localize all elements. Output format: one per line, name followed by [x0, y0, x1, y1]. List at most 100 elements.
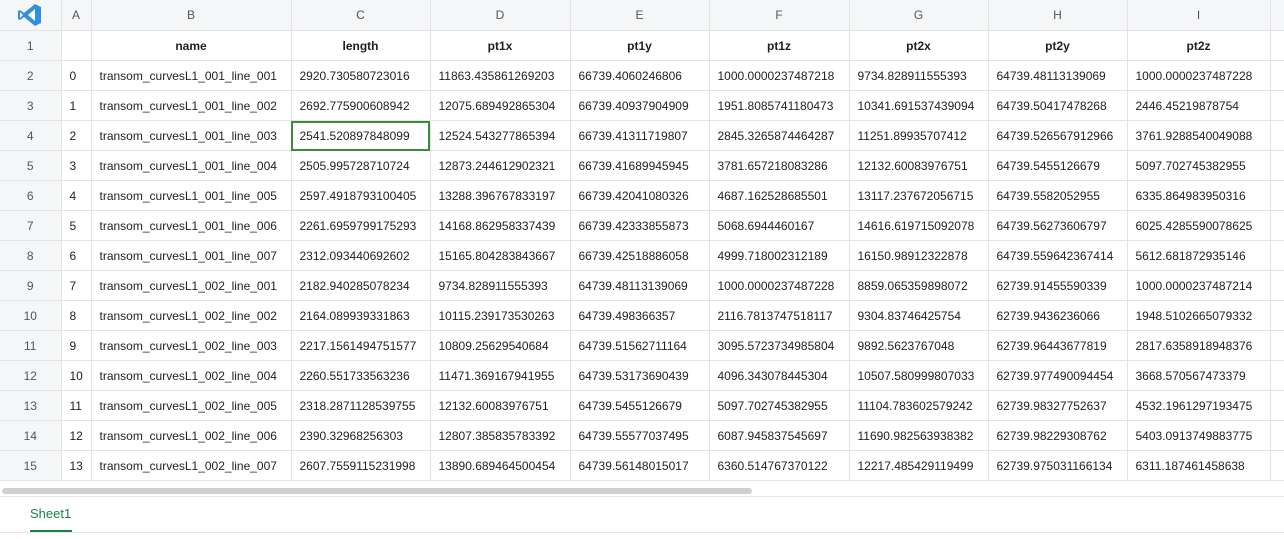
data-cell[interactable]: 62739.91455590339: [988, 270, 1128, 301]
column-header-I[interactable]: I: [1127, 0, 1271, 31]
horizontal-scrollbar[interactable]: [2, 488, 752, 494]
row-header[interactable]: 10: [0, 300, 62, 331]
row-header[interactable]: 11: [0, 330, 62, 361]
data-cell[interactable]: 62739.96443677819: [988, 330, 1128, 361]
data-cell[interactable]: 9304.83746425754: [849, 300, 989, 331]
row-header[interactable]: 5: [0, 150, 62, 181]
column-header-H[interactable]: H: [988, 0, 1128, 31]
data-cell[interactable]: 66739.42333855873: [570, 210, 710, 241]
header-cell[interactable]: pt1z: [709, 30, 850, 61]
column-header-G[interactable]: G: [849, 0, 989, 31]
data-cell[interactable]: 64739.53173690439: [570, 360, 710, 391]
header-cell[interactable]: length: [291, 30, 431, 61]
data-cell[interactable]: 62739.975031166134: [988, 450, 1128, 481]
data-cell[interactable]: 64739.56273606797: [988, 210, 1128, 241]
data-cell[interactable]: 4999.718002312189: [709, 240, 850, 271]
data-cell[interactable]: 64739.48113139069: [988, 60, 1128, 91]
data-cell[interactable]: 5097.702745382955: [709, 390, 850, 421]
data-cell[interactable]: 64739.498366357: [570, 300, 710, 331]
data-cell[interactable]: transom_curvesL1_002_line_001: [91, 270, 292, 301]
data-cell[interactable]: 5068.6944460167: [709, 210, 850, 241]
data-cell[interactable]: 6025.4285590078625: [1127, 210, 1271, 241]
data-cell[interactable]: 2597.4918793100405: [291, 180, 431, 211]
row-header[interactable]: 14: [0, 420, 62, 451]
data-cell[interactable]: 4096.343078445304: [709, 360, 850, 391]
index-cell[interactable]: 11: [61, 390, 92, 421]
data-cell[interactable]: 10809.25629540684: [430, 330, 571, 361]
data-cell[interactable]: 4687.162528685501: [709, 180, 850, 211]
data-cell[interactable]: 2845.3265874464287: [709, 120, 850, 151]
data-cell[interactable]: 2116.7813747518117: [709, 300, 850, 331]
data-cell[interactable]: 9734.828911555393: [430, 270, 571, 301]
index-cell[interactable]: 9: [61, 330, 92, 361]
data-cell[interactable]: 2312.093440692602: [291, 240, 431, 271]
index-cell[interactable]: 8: [61, 300, 92, 331]
data-cell[interactable]: 5097.702745382955: [1127, 150, 1271, 181]
data-cell[interactable]: transom_curvesL1_002_line_003: [91, 330, 292, 361]
data-cell[interactable]: 3668.570567473379: [1127, 360, 1271, 391]
data-cell[interactable]: 16150.98912322878: [849, 240, 989, 271]
data-cell[interactable]: 2390.32968256303: [291, 420, 431, 451]
data-cell[interactable]: 1000.0000237487218: [709, 60, 850, 91]
header-cell[interactable]: name: [91, 30, 292, 61]
row-header[interactable]: 9: [0, 270, 62, 301]
row-header[interactable]: 1: [0, 30, 62, 61]
data-cell[interactable]: transom_curvesL1_001_line_007: [91, 240, 292, 271]
data-cell[interactable]: 62739.977490094454: [988, 360, 1128, 391]
data-cell[interactable]: 66739.42518886058: [570, 240, 710, 271]
data-cell[interactable]: 2260.551733563236: [291, 360, 431, 391]
data-cell[interactable]: 62739.98229308762: [988, 420, 1128, 451]
index-cell[interactable]: 4: [61, 180, 92, 211]
data-cell[interactable]: 2164.089939331863: [291, 300, 431, 331]
data-cell[interactable]: 11690.982563938382: [849, 420, 989, 451]
data-cell[interactable]: transom_curvesL1_001_line_002: [91, 90, 292, 121]
data-cell[interactable]: 64739.5455126679: [570, 390, 710, 421]
index-cell[interactable]: 10: [61, 360, 92, 391]
data-cell[interactable]: 62739.9436236066: [988, 300, 1128, 331]
header-cell[interactable]: [61, 30, 92, 61]
sheet-tab-sheet1[interactable]: Sheet1: [30, 506, 72, 521]
data-cell[interactable]: 10507.580999807033: [849, 360, 989, 391]
data-cell[interactable]: 64739.55577037495: [570, 420, 710, 451]
column-header-A[interactable]: A: [61, 0, 92, 31]
data-cell[interactable]: 12132.60083976751: [849, 150, 989, 181]
data-cell[interactable]: 6087.945837545697: [709, 420, 850, 451]
data-cell[interactable]: 8859.065359898072: [849, 270, 989, 301]
data-cell[interactable]: 15165.804283843667: [430, 240, 571, 271]
row-header[interactable]: 6: [0, 180, 62, 211]
data-cell[interactable]: 14616.619715092078: [849, 210, 989, 241]
data-cell[interactable]: 3095.5723734985804: [709, 330, 850, 361]
row-header[interactable]: 15: [0, 450, 62, 481]
data-cell[interactable]: 5403.0913749883775: [1127, 420, 1271, 451]
data-cell[interactable]: 13890.689464500454: [430, 450, 571, 481]
data-cell[interactable]: 1000.0000237487228: [1127, 60, 1271, 91]
data-cell[interactable]: 13288.396767833197: [430, 180, 571, 211]
data-cell[interactable]: 6360.514767370122: [709, 450, 850, 481]
data-cell[interactable]: 14168.862958337439: [430, 210, 571, 241]
data-cell[interactable]: 11251.89935707412: [849, 120, 989, 151]
column-header-C[interactable]: C: [291, 0, 431, 31]
index-cell[interactable]: 7: [61, 270, 92, 301]
data-cell[interactable]: 2541.520897848099: [291, 120, 431, 151]
index-cell[interactable]: 1: [61, 90, 92, 121]
index-cell[interactable]: 13: [61, 450, 92, 481]
select-all-corner[interactable]: [0, 0, 62, 31]
data-cell[interactable]: 2318.2871128539755: [291, 390, 431, 421]
column-header-D[interactable]: D: [430, 0, 571, 31]
data-cell[interactable]: 2692.775900608942: [291, 90, 431, 121]
column-header-E[interactable]: E: [570, 0, 710, 31]
data-cell[interactable]: transom_curvesL1_001_line_003: [91, 120, 292, 151]
data-cell[interactable]: 64739.559642367414: [988, 240, 1128, 271]
data-cell[interactable]: 11863.435861269203: [430, 60, 571, 91]
data-cell[interactable]: 1948.5102665079332: [1127, 300, 1271, 331]
data-cell[interactable]: 64739.5455126679: [988, 150, 1128, 181]
data-cell[interactable]: 64739.526567912966: [988, 120, 1128, 151]
data-cell[interactable]: 12075.689492865304: [430, 90, 571, 121]
data-cell[interactable]: 2217.1561494751577: [291, 330, 431, 361]
data-cell[interactable]: 2607.7559115231998: [291, 450, 431, 481]
data-cell[interactable]: 10115.239173530263: [430, 300, 571, 331]
data-cell[interactable]: 12873.244612902321: [430, 150, 571, 181]
data-cell[interactable]: 11471.369167941955: [430, 360, 571, 391]
data-cell[interactable]: 2920.730580723016: [291, 60, 431, 91]
data-cell[interactable]: 4532.1961297193475: [1127, 390, 1271, 421]
